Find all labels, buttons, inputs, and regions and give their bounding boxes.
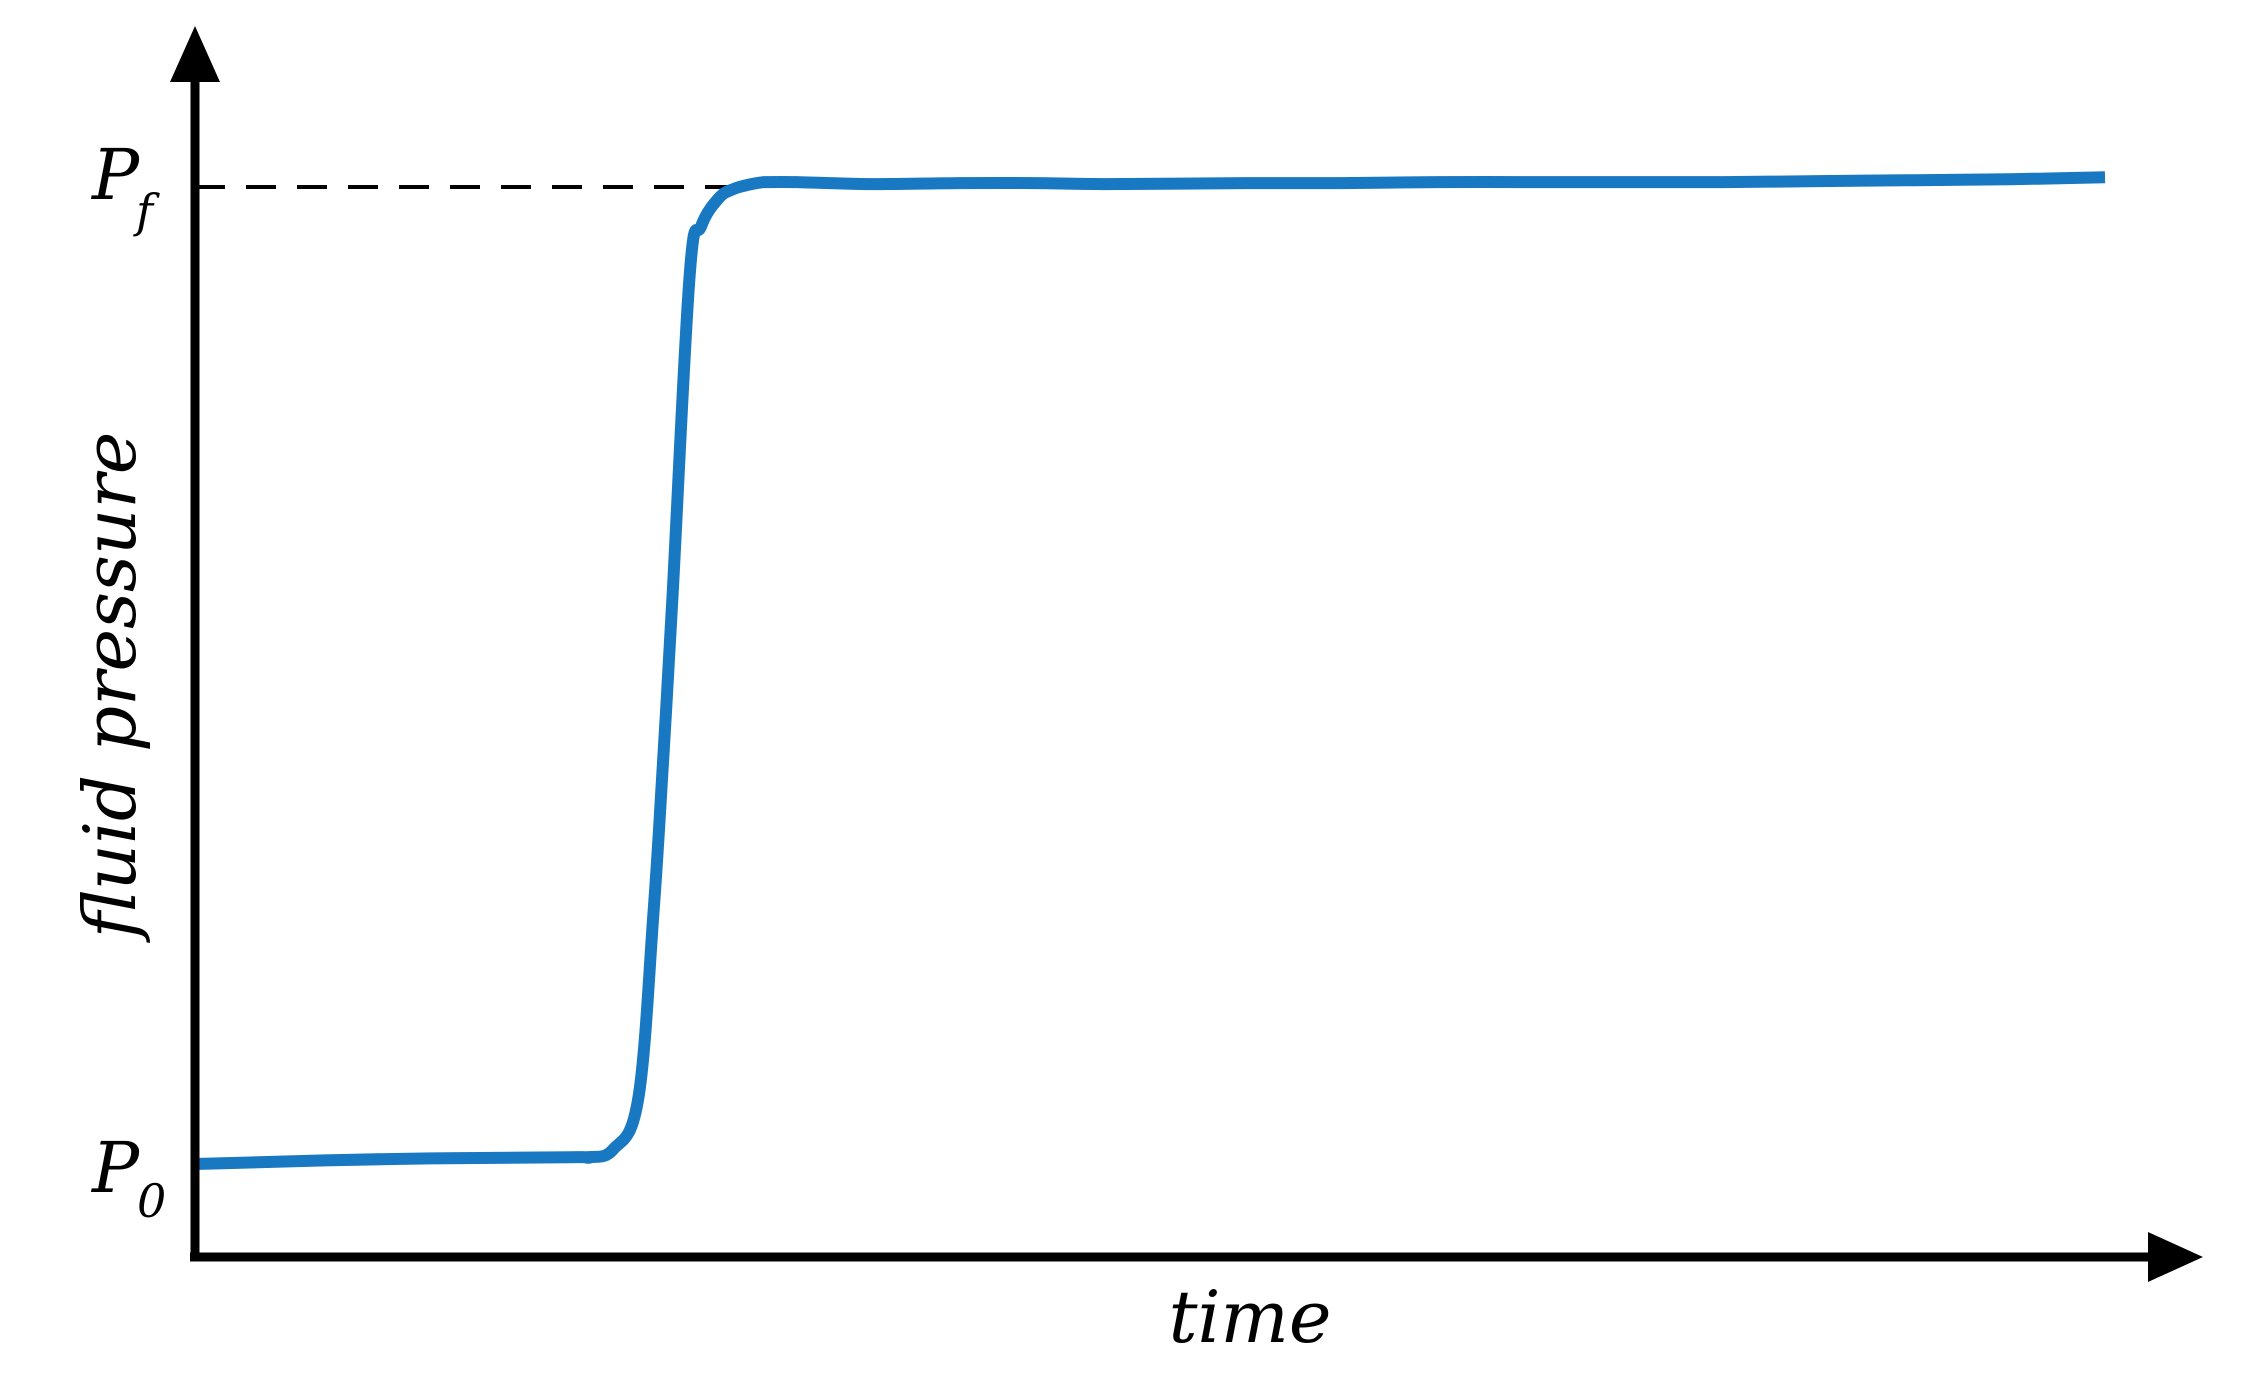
y-tick-label-pf: P f <box>90 134 160 238</box>
y-tick-pf-subscript: f <box>133 184 160 238</box>
y-tick-p0-subscript: 0 <box>137 1174 166 1228</box>
x-axis-label: time <box>1169 1275 1332 1359</box>
y-axis-label: fluid pressure <box>68 432 152 944</box>
y-tick-p0-base: P <box>90 1127 141 1209</box>
y-tick-pf-base: P <box>90 134 141 216</box>
y-axis-arrowhead <box>170 26 220 82</box>
x-axis-arrowhead <box>2148 1232 2203 1282</box>
y-tick-label-p0: P 0 <box>90 1127 166 1228</box>
plot-area <box>194 171 2106 1170</box>
pressure-series-line <box>194 171 2106 1170</box>
